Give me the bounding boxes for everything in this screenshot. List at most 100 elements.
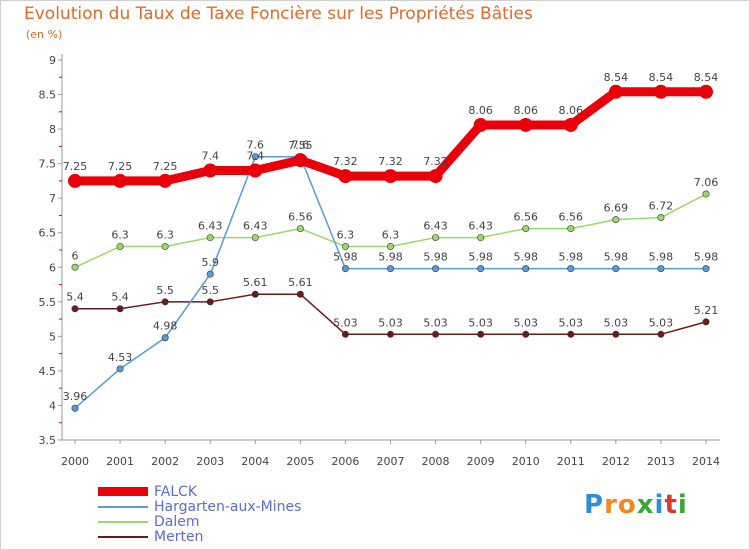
logo-letter: x <box>636 490 655 520</box>
data-point-falck <box>158 173 173 188</box>
logo-letter: o <box>617 490 637 520</box>
data-label-hargarten-aux-mines: 5.98 <box>333 251 358 264</box>
legend-swatch-hargarten <box>98 505 148 508</box>
y-tick-label: 7 <box>49 192 56 205</box>
data-label-dalem: 6.72 <box>649 200 674 213</box>
data-point-falck <box>699 84 713 99</box>
data-point-hargarten-aux-mines <box>612 265 620 273</box>
data-point-dalem <box>567 225 575 233</box>
data-label-merten: 5.4 <box>111 291 129 304</box>
data-label-merten: 5.5 <box>201 284 219 297</box>
y-tick-label: 9 <box>49 54 56 67</box>
x-tick-label: 2006 <box>331 455 359 468</box>
data-label-merten: 5.03 <box>378 316 403 329</box>
data-label-hargarten-aux-mines: 7.6 <box>247 139 265 152</box>
legend-label-hargarten: Hargarten-aux-Mines <box>154 498 302 515</box>
data-point-falck <box>563 117 578 132</box>
legend-item-falck: FALCK <box>98 484 197 500</box>
x-tick-label: 2014 <box>692 455 720 468</box>
data-label-merten: 5.03 <box>333 316 358 329</box>
data-label-dalem: 6 <box>72 249 79 262</box>
y-tick-label: 8.5 <box>39 89 57 102</box>
data-label-hargarten-aux-mines: 7.6 <box>292 139 310 152</box>
data-point-falck <box>293 153 308 168</box>
data-label-dalem: 6.43 <box>198 220 223 233</box>
data-point-hargarten-aux-mines <box>657 265 665 273</box>
data-point-merten <box>522 330 530 338</box>
data-label-dalem: 7.06 <box>694 176 719 189</box>
data-point-dalem <box>386 243 394 251</box>
data-point-merten <box>206 298 214 306</box>
x-tick-label: 2002 <box>151 455 179 468</box>
y-tick-label: 8 <box>49 123 56 136</box>
data-label-hargarten-aux-mines: 5.98 <box>423 251 448 264</box>
data-point-hargarten-aux-mines <box>251 153 259 161</box>
data-label-hargarten-aux-mines: 5.98 <box>468 251 493 264</box>
data-point-dalem <box>296 225 304 233</box>
y-tick-label: 6.5 <box>39 227 57 240</box>
x-tick-label: 2000 <box>61 455 89 468</box>
data-point-dalem <box>522 225 530 233</box>
data-point-hargarten-aux-mines <box>702 265 710 273</box>
data-point-merten <box>296 290 304 298</box>
data-label-dalem: 6.56 <box>288 211 313 224</box>
x-tick-label: 2001 <box>106 455 134 468</box>
data-point-dalem <box>702 190 710 198</box>
y-tick-label: 3.5 <box>39 434 57 447</box>
data-point-merten <box>341 330 349 338</box>
data-point-falck <box>68 173 82 188</box>
logo-letter: P <box>584 490 605 520</box>
data-label-hargarten-aux-mines: 5.98 <box>378 251 403 264</box>
data-label-dalem: 6.3 <box>382 229 400 242</box>
data-point-dalem <box>432 234 440 242</box>
legend-item-dalem: Dalem <box>98 513 200 530</box>
data-point-falck <box>428 169 443 184</box>
logo-letter: r <box>604 490 618 520</box>
data-label-falck: 7.4 <box>201 150 219 163</box>
data-point-dalem <box>477 234 485 242</box>
data-point-merten <box>251 290 259 298</box>
data-point-merten <box>567 330 575 338</box>
x-tick-label: 2009 <box>467 455 495 468</box>
data-label-merten: 5.03 <box>423 316 448 329</box>
y-tick-label: 6 <box>49 261 56 274</box>
legend-swatch-dalem <box>98 520 148 523</box>
y-tick-label: 4.5 <box>39 365 57 378</box>
data-label-hargarten-aux-mines: 5.98 <box>694 251 719 264</box>
data-point-falck <box>518 117 533 132</box>
data-label-falck: 8.54 <box>649 71 674 84</box>
data-label-falck: 7.25 <box>153 160 178 173</box>
y-tick-label: 5.5 <box>39 296 57 309</box>
x-tick-label: 2010 <box>512 455 540 468</box>
x-tick-label: 2003 <box>196 455 224 468</box>
data-label-falck: 7.32 <box>333 155 358 168</box>
data-point-dalem <box>612 216 620 224</box>
data-point-falck <box>248 163 263 178</box>
x-tick-label: 2012 <box>602 455 630 468</box>
data-point-dalem <box>341 243 349 251</box>
y-tick-label: 4 <box>49 399 56 412</box>
data-label-merten: 5.03 <box>604 316 629 329</box>
data-point-hargarten-aux-mines <box>71 404 79 412</box>
data-point-merten <box>386 330 394 338</box>
legend-swatch-falck <box>98 487 148 496</box>
data-point-hargarten-aux-mines <box>432 265 440 273</box>
data-label-falck: 8.06 <box>559 104 584 117</box>
data-label-falck: 8.54 <box>604 71 629 84</box>
y-tick-label: 7.5 <box>39 158 57 171</box>
logo-letter: t <box>664 490 678 520</box>
x-tick-label: 2008 <box>422 455 450 468</box>
data-point-merten <box>702 318 710 326</box>
data-label-falck: 7.55 <box>288 139 313 152</box>
data-point-dalem <box>71 263 79 271</box>
data-label-hargarten-aux-mines: 5.9 <box>201 256 219 269</box>
legend-label-dalem: Dalem <box>154 513 200 530</box>
data-label-merten: 5.5 <box>156 284 174 297</box>
legend-swatch-merten <box>98 535 148 538</box>
chart-title: Evolution du Taux de Taxe Foncière sur l… <box>24 4 533 24</box>
legend-item-hargarten: Hargarten-aux-Mines <box>98 498 302 515</box>
data-label-hargarten-aux-mines: 5.98 <box>559 251 584 264</box>
y-tick-label: 5 <box>49 330 56 343</box>
data-point-hargarten-aux-mines <box>522 265 530 273</box>
data-point-falck <box>113 173 128 188</box>
